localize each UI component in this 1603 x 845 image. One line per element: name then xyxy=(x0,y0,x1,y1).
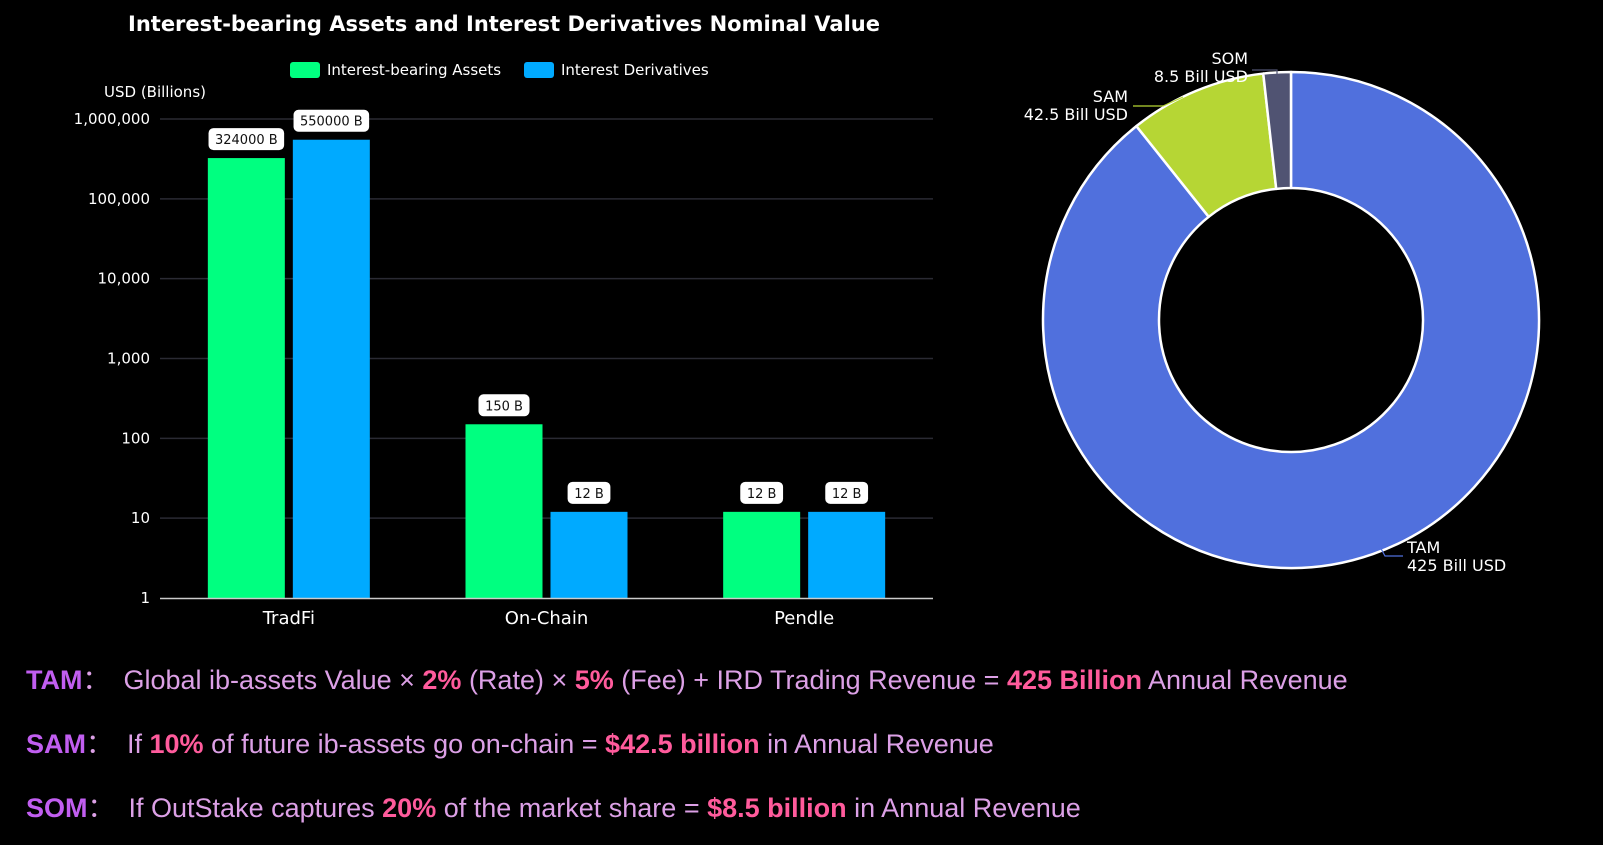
y-tick-label: 100,000 xyxy=(88,190,150,208)
bar-interest-bearing-assets-tradfi xyxy=(207,158,285,598)
donut-slice-som xyxy=(1261,70,1293,191)
note-highlight: 5% xyxy=(574,665,614,695)
y-tick-label: 100 xyxy=(121,429,150,447)
note-separator: ： xyxy=(86,729,113,759)
note-text: If OutStake captures xyxy=(128,793,383,823)
note-highlight: 425 Billion xyxy=(1006,665,1142,695)
note-text: of the market share = xyxy=(436,793,708,823)
bar-interest-derivatives-on-chain xyxy=(550,511,628,598)
bar-interest-bearing-assets-on-chain xyxy=(465,424,543,598)
donut-label-value-sam: 42.5 Bill USD xyxy=(1024,105,1128,124)
data-label-box xyxy=(567,481,611,504)
note-key: TAM xyxy=(26,665,83,695)
y-tick-label: 10,000 xyxy=(98,270,151,288)
note-highlight: $8.5 billion xyxy=(707,793,847,823)
donut-label-value-tam: 425 Bill USD xyxy=(1407,556,1506,575)
donut-label-value-som: 8.5 Bill USD xyxy=(1154,67,1248,86)
note-highlight: $42.5 billion xyxy=(605,729,760,759)
legend-swatch-interest-derivatives xyxy=(524,62,554,78)
label-line-sam xyxy=(1133,96,1184,107)
bar-interest-bearing-assets-pendle xyxy=(723,511,801,598)
data-label: 324000 B xyxy=(215,133,278,148)
donut-slice-tam xyxy=(1041,70,1541,570)
y-tick-label: 1 xyxy=(140,589,150,607)
legend-label-interest-bearing-assets: Interest-bearing Assets xyxy=(327,61,501,79)
category-label: On-Chain xyxy=(505,608,589,629)
bars xyxy=(207,139,886,598)
data-label: 550000 B xyxy=(300,115,363,130)
donut-slices xyxy=(1041,70,1541,570)
data-label: 12 B xyxy=(832,487,862,502)
y-tick-label: 10 xyxy=(131,509,150,527)
note-text: (Rate) × xyxy=(461,665,575,695)
category-label: Pendle xyxy=(774,608,834,629)
y-tick-label: 1,000 xyxy=(107,350,150,368)
data-label: 12 B xyxy=(747,487,777,502)
category-label: TradFi xyxy=(262,608,315,629)
gridlines xyxy=(160,118,933,519)
data-label-box xyxy=(478,394,530,417)
legend-label-interest-derivatives: Interest Derivatives xyxy=(561,61,709,79)
note-text: in Annual Revenue xyxy=(759,729,994,759)
legend: Interest-bearing Assets Interest Derivat… xyxy=(290,61,709,79)
note-key: SAM xyxy=(26,729,86,759)
note-highlight: 20% xyxy=(382,793,437,823)
data-label-box xyxy=(740,481,784,504)
data-labels: 324000 B 550000 B 150 B 12 B 12 B 12 B xyxy=(208,109,869,504)
label-line-tam xyxy=(1377,542,1403,557)
note-sam: SAM： If 10% of future ib-assets go on-cha… xyxy=(26,722,994,761)
note-highlight: 10% xyxy=(149,729,204,759)
note-text: (Fee) + IRD Trading Revenue = xyxy=(613,665,1007,695)
note-separator: ： xyxy=(87,793,115,823)
note-text: of future ib-assets go on-chain = xyxy=(203,729,606,759)
note-text: in Annual Revenue xyxy=(846,793,1081,823)
note-tam: TAM： Global ib-assets Value × 2% (Rate) ×… xyxy=(26,658,1348,697)
label-line-som xyxy=(1252,69,1278,83)
legend-swatch-interest-bearing-assets xyxy=(290,62,320,78)
x-axis-categories: TradFi On-Chain Pendle xyxy=(262,608,835,629)
bar-interest-derivatives-tradfi xyxy=(292,139,370,598)
y-axis-ticks: 1 10 100 1,000 10,000 100,000 1,000,000 xyxy=(74,110,150,607)
data-label-box xyxy=(208,128,285,151)
note-highlight: 2% xyxy=(422,665,462,695)
note-separator: ： xyxy=(82,665,110,695)
note-text: Global ib-assets Value × xyxy=(123,665,423,695)
y-axis-label: USD (Billions) xyxy=(104,83,206,101)
data-label-box xyxy=(825,481,869,504)
donut-label-name-tam: TAM xyxy=(1406,538,1440,557)
note-key: SOM xyxy=(26,793,88,823)
data-label: 12 B xyxy=(574,487,604,502)
data-label: 150 B xyxy=(485,399,523,414)
donut-label-name-sam: SAM xyxy=(1093,87,1128,106)
data-label-box xyxy=(293,109,370,132)
chart-title: Interest-bearing Assets and Interest Der… xyxy=(128,12,880,36)
note-som: SOM： If OutStake captures 20% of the mark… xyxy=(26,786,1081,825)
note-text: Annual Revenue xyxy=(1142,665,1348,695)
y-tick-label: 1,000,000 xyxy=(74,110,150,128)
bar-chart: Interest-bearing Assets and Interest Der… xyxy=(74,12,933,629)
donut-label-name-som: SOM xyxy=(1211,49,1248,68)
note-text: If xyxy=(127,729,150,759)
bar-interest-derivatives-pendle xyxy=(808,511,886,598)
